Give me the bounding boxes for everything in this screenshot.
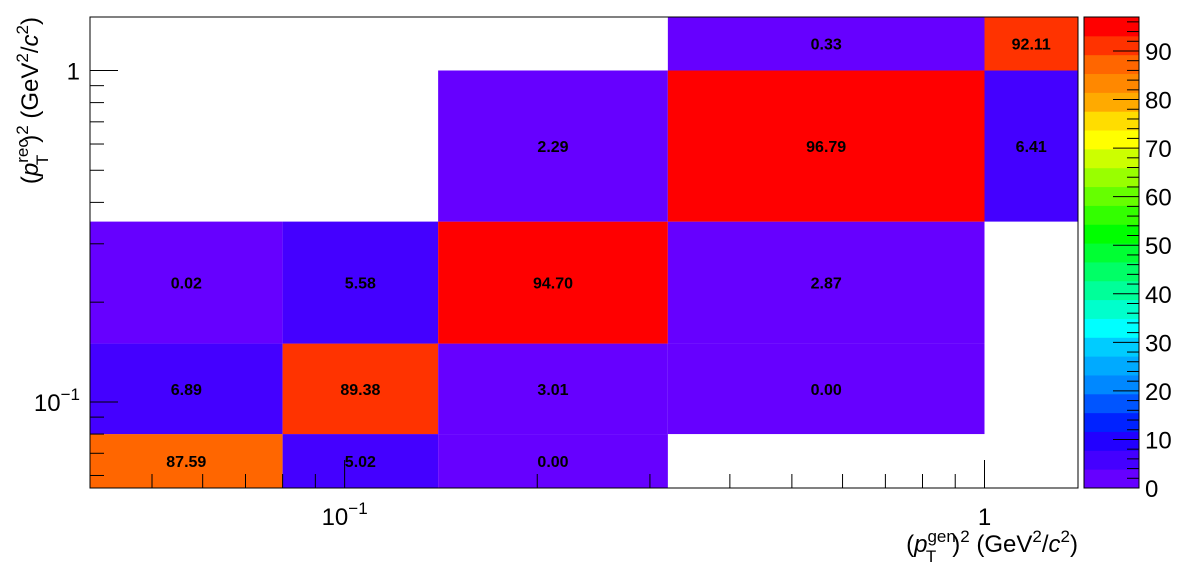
heatmap-cell <box>90 434 283 488</box>
heatmap-cell <box>984 70 1078 222</box>
y-axis-title: (precT)2 (GeV2/c2) <box>13 17 52 184</box>
heatmap-cell <box>438 343 668 435</box>
x-tick-label: 10−1 <box>322 499 368 531</box>
cell-value-label: 6.41 <box>1016 139 1047 156</box>
color-scale-label: 80 <box>1145 88 1172 115</box>
color-scale-label: 10 <box>1145 427 1172 454</box>
heatmap-cell <box>90 221 283 344</box>
color-scale-band <box>1084 224 1139 244</box>
cell-value-label: 96.79 <box>806 139 846 156</box>
color-scale-band <box>1084 299 1139 319</box>
color-scale-label: 70 <box>1145 136 1172 163</box>
color-scale-band <box>1084 318 1139 338</box>
color-scale-band <box>1084 186 1139 206</box>
heatmap-cell <box>282 434 439 488</box>
color-scale-band <box>1084 431 1139 451</box>
cell-value-label: 6.89 <box>171 382 202 399</box>
color-scale-label: 0 <box>1145 476 1158 503</box>
y-tick-label: 1 <box>67 58 80 85</box>
color-scale-band <box>1084 450 1139 470</box>
color-scale-band <box>1084 17 1139 37</box>
color-scale-frame <box>1083 16 1140 489</box>
heatmap-cell <box>667 221 985 344</box>
cell-value-label: 94.70 <box>533 276 573 293</box>
color-scale-band <box>1084 280 1139 301</box>
cell-value-label: 0.00 <box>811 382 842 399</box>
color-scale-band <box>1084 412 1139 432</box>
x-axis-ticks <box>89 460 985 488</box>
color-scale-band <box>1084 130 1139 150</box>
color-scale-band <box>1084 261 1139 282</box>
color-scale-label: 20 <box>1145 379 1172 406</box>
color-scale-ticks <box>1113 21 1139 489</box>
cell-value-label: 2.87 <box>811 276 842 293</box>
heatmap-cell <box>90 343 283 435</box>
cell-value-label: 5.58 <box>345 276 376 293</box>
cell-value-label: 0.02 <box>171 276 202 293</box>
cell-value-label: 92.11 <box>1012 37 1051 54</box>
color-scale-label: 40 <box>1145 282 1172 309</box>
color-scale-band <box>1084 393 1139 414</box>
y-axis-ticks <box>90 69 118 476</box>
y-axis-tick-labels: 10−1 1 <box>34 58 80 416</box>
cell-value-label: 87.59 <box>166 454 206 471</box>
heatmap-cell <box>282 343 439 435</box>
heatmap-cell <box>667 17 985 71</box>
color-scale-band <box>1084 337 1139 357</box>
color-scale-tick-labels: 0 10 20 30 40 50 60 70 80 90 <box>1145 39 1172 503</box>
heatmap-cell <box>667 70 985 222</box>
cell-value-label: 5.02 <box>345 454 376 471</box>
color-scale-band <box>1084 167 1139 188</box>
plot-frame <box>89 16 1079 489</box>
heatmap-cell <box>438 70 668 222</box>
cell-value-label: 0.00 <box>537 454 568 471</box>
color-scale-band <box>1084 356 1139 376</box>
color-scale-band <box>1084 111 1139 131</box>
color-scale-band <box>1084 469 1139 489</box>
cell-value-label: 2.29 <box>537 139 568 156</box>
color-scale-band <box>1084 374 1139 395</box>
heatmap-cell <box>667 343 985 435</box>
color-scale-band <box>1084 92 1139 112</box>
x-axis-title: (pgen T)2 (GeV2/c2) <box>906 527 1078 566</box>
heatmap-cell <box>438 221 668 344</box>
color-scale-label: 30 <box>1145 330 1172 357</box>
color-scale-label: 90 <box>1145 39 1172 66</box>
cell-value-labels: 87.59 5.02 0.00 6.89 89.38 3.01 0.00 0.02 5.58 94… <box>166 37 1051 471</box>
color-scale-band <box>1084 205 1139 225</box>
x-tick-label: 1 <box>978 504 991 531</box>
heatmap-cell <box>438 434 668 488</box>
color-scale-band <box>1084 148 1139 169</box>
heatmap-cell <box>984 17 1078 71</box>
color-scale-label: 50 <box>1145 233 1172 260</box>
color-scale-label: 60 <box>1145 185 1172 212</box>
color-scale-band <box>1084 243 1139 263</box>
color-scale-band <box>1084 35 1139 56</box>
cell-value-label: 89.38 <box>340 382 380 399</box>
x-axis-tick-labels: 10−1 1 <box>322 499 992 531</box>
color-scale-band <box>1084 73 1139 93</box>
heatmap-cells <box>90 17 1078 488</box>
cell-value-label: 3.01 <box>537 382 568 399</box>
heatmap-cell <box>282 221 439 344</box>
color-scale-band <box>1084 54 1139 75</box>
cell-value-label: 0.33 <box>811 37 842 54</box>
y-tick-label: 10−1 <box>34 385 80 417</box>
color-scale-bar <box>1084 17 1139 489</box>
